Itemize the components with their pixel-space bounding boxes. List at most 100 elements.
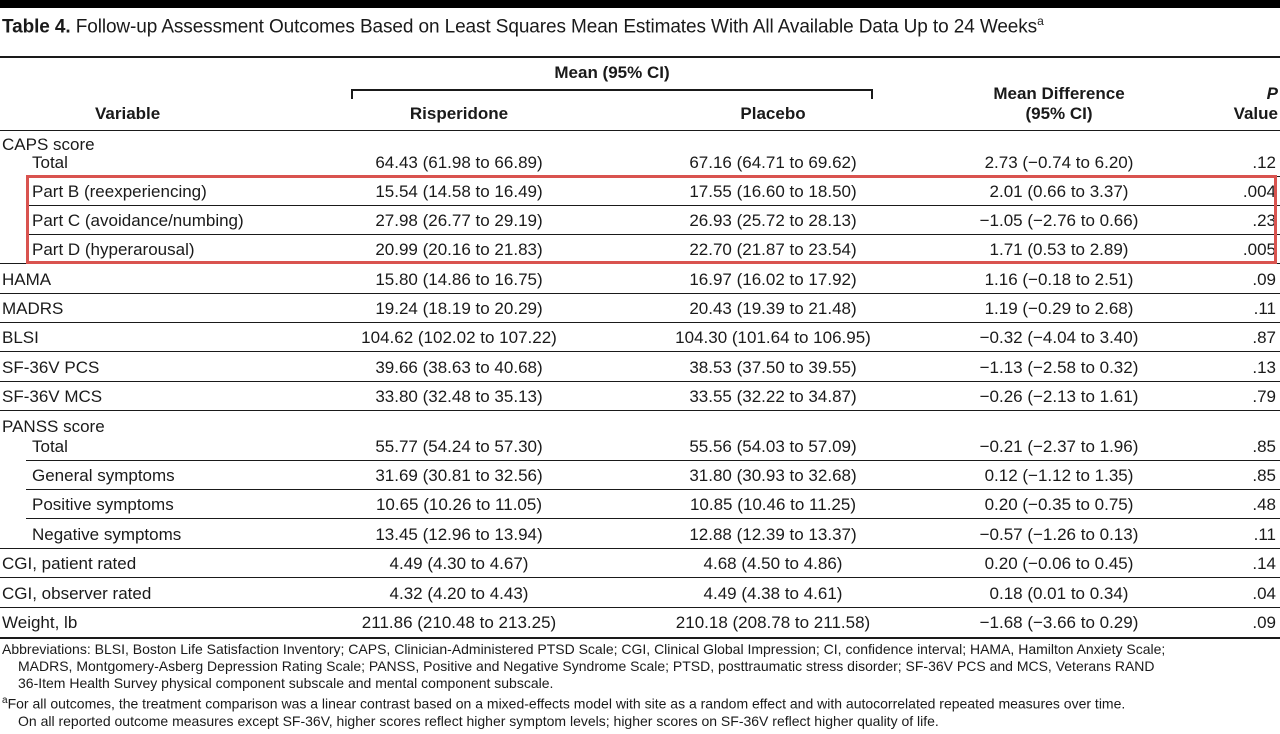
row-p-value: .11	[1253, 299, 1276, 318]
row-placebo: 4.49 (4.38 to 4.61)	[703, 584, 843, 603]
risperidone-header: Risperidone	[409, 104, 509, 123]
row-variable: CGI, observer rated	[2, 584, 152, 603]
row-mean-difference: −0.57 (−1.26 to 0.13)	[979, 525, 1139, 544]
table-row: SF-36V PCS 39.66 (38.63 to 40.68) 38.53 …	[0, 353, 1280, 382]
title-footnote-mark: a	[1037, 14, 1044, 28]
row-divider	[0, 381, 1280, 382]
abbreviations-line-3: 36-Item Health Survey physical component…	[18, 675, 554, 691]
row-divider	[26, 205, 1280, 206]
table-row: PANSS score	[0, 412, 1280, 441]
row-p-value: .23	[1252, 211, 1276, 230]
row-placebo: 22.70 (21.87 to 23.54)	[689, 240, 857, 259]
footnote-a-line-2: On all reported outcome measures except …	[18, 712, 939, 729]
row-variable: Weight, lb	[2, 613, 78, 632]
footnotes: Abbreviations: BLSI, Boston Life Satisfa…	[2, 641, 1278, 730]
p-value-header: P Value	[1200, 84, 1278, 124]
table-row: General symptoms 31.69 (30.81 to 32.56) …	[0, 461, 1280, 490]
row-placebo: 104.30 (101.64 to 106.95)	[675, 328, 871, 347]
mean-ci-bracket	[351, 89, 873, 99]
row-variable: Part C (avoidance/numbing)	[32, 211, 244, 230]
table-row: CGI, patient rated 4.49 (4.30 to 4.67) 4…	[0, 549, 1280, 578]
row-variable: PANSS score	[2, 417, 105, 436]
row-mean-difference: 2.73 (−0.74 to 6.20)	[984, 153, 1134, 172]
table-row: CAPS score	[0, 130, 1280, 159]
row-placebo: 67.16 (64.71 to 69.62)	[689, 153, 857, 172]
table-row: Negative symptoms 13.45 (12.96 to 13.94)…	[0, 520, 1280, 549]
row-variable: Negative symptoms	[32, 525, 182, 544]
table-row: BLSI 104.62 (102.02 to 107.22) 104.30 (1…	[0, 323, 1280, 352]
row-variable: CGI, patient rated	[2, 554, 137, 573]
row-mean-difference: −1.13 (−2.58 to 0.32)	[979, 358, 1139, 377]
table-row: HAMA 15.80 (14.86 to 16.75) 16.97 (16.02…	[0, 265, 1280, 294]
row-p-value: .48	[1252, 495, 1276, 514]
table-row: Part B (reexperiencing) 15.54 (14.58 to …	[0, 177, 1280, 206]
row-mean-difference: 2.01 (0.66 to 3.37)	[989, 182, 1129, 201]
row-risperidone: 104.62 (102.02 to 107.22)	[361, 328, 557, 347]
row-risperidone: 55.77 (54.24 to 57.30)	[375, 437, 543, 456]
row-placebo: 31.80 (30.93 to 32.68)	[689, 466, 857, 485]
row-risperidone: 15.80 (14.86 to 16.75)	[375, 270, 543, 289]
row-divider	[26, 518, 1280, 519]
row-divider	[0, 577, 1280, 578]
row-mean-difference: −1.05 (−2.76 to 0.66)	[979, 211, 1139, 230]
table-row: MADRS 19.24 (18.19 to 20.29) 20.43 (19.3…	[0, 294, 1280, 323]
p-value-header-line2: Value	[1233, 104, 1278, 123]
row-variable: MADRS	[2, 299, 64, 318]
row-risperidone: 211.86 (210.48 to 213.25)	[361, 613, 557, 632]
row-p-value: .09	[1252, 613, 1276, 632]
row-variable: Part D (hyperarousal)	[32, 240, 195, 259]
row-divider	[26, 489, 1280, 490]
row-placebo: 33.55 (32.22 to 34.87)	[689, 387, 857, 406]
row-p-value: .11	[1253, 525, 1276, 544]
row-variable: General symptoms	[32, 466, 175, 485]
row-risperidone: 31.69 (30.81 to 32.56)	[375, 466, 543, 485]
row-placebo: 12.88 (12.39 to 13.37)	[689, 525, 857, 544]
row-variable: SF-36V PCS	[2, 358, 100, 377]
row-divider	[0, 322, 1280, 323]
row-risperidone: 33.80 (32.48 to 35.13)	[375, 387, 543, 406]
row-mean-difference: 0.18 (0.01 to 0.34)	[989, 584, 1129, 603]
footnote-a-line-1: For all outcomes, the treatment comparis…	[7, 695, 1126, 712]
row-risperidone: 10.65 (10.26 to 11.05)	[375, 495, 543, 514]
row-p-value: .04	[1252, 584, 1276, 603]
row-variable: HAMA	[2, 270, 52, 289]
row-p-value: .12	[1252, 153, 1276, 172]
row-variable: SF-36V MCS	[2, 387, 103, 406]
row-risperidone: 27.98 (26.77 to 29.19)	[375, 211, 543, 230]
row-mean-difference: −1.68 (−3.66 to 0.29)	[979, 613, 1139, 632]
row-placebo: 55.56 (54.03 to 57.09)	[689, 437, 857, 456]
row-variable: Total	[32, 437, 68, 456]
row-risperidone: 19.24 (18.19 to 20.29)	[375, 299, 543, 318]
row-placebo: 17.55 (16.60 to 18.50)	[689, 182, 857, 201]
row-mean-difference: 1.19 (−0.29 to 2.68)	[984, 299, 1134, 318]
row-mean-difference: 0.20 (−0.06 to 0.45)	[984, 554, 1134, 573]
table-caption: Follow-up Assessment Outcomes Based on L…	[75, 16, 1038, 38]
row-risperidone: 4.49 (4.30 to 4.67)	[389, 554, 529, 573]
row-placebo: 10.85 (10.46 to 11.25)	[689, 495, 857, 514]
row-mean-difference: 0.20 (−0.35 to 0.75)	[984, 495, 1134, 514]
mean-difference-header: Mean Difference (95% CI)	[930, 84, 1188, 124]
row-mean-difference: −0.32 (−4.04 to 3.40)	[979, 328, 1139, 347]
table-row: Total 64.43 (61.98 to 66.89) 67.16 (64.7…	[0, 148, 1280, 177]
row-risperidone: 13.45 (12.96 to 13.94)	[375, 525, 543, 544]
row-divider	[0, 293, 1280, 294]
table-bottom-rule	[0, 637, 1280, 639]
table-row: SF-36V MCS 33.80 (32.48 to 35.13) 33.55 …	[0, 382, 1280, 411]
row-variable: Positive symptoms	[32, 495, 174, 514]
abbreviations-line-1: Abbreviations: BLSI, Boston Life Satisfa…	[2, 641, 1166, 657]
footnote-a: aFor all outcomes, the treatment compari…	[2, 692, 1278, 730]
row-p-value: .13	[1252, 358, 1276, 377]
row-divider	[0, 410, 1280, 411]
row-divider	[0, 548, 1280, 549]
header-top-rule	[0, 56, 1280, 58]
table-row: Total 55.77 (54.24 to 57.30) 55.56 (54.0…	[0, 432, 1280, 461]
p-value-header-line1: P	[1266, 84, 1278, 103]
row-p-value: .85	[1252, 437, 1276, 456]
row-variable: Total	[32, 153, 68, 172]
row-variable: CAPS score	[2, 135, 95, 154]
header-bottom-rule	[0, 130, 1280, 131]
row-mean-difference: −0.26 (−2.13 to 1.61)	[979, 387, 1139, 406]
row-risperidone: 15.54 (14.58 to 16.49)	[375, 182, 543, 201]
table-row: Weight, lb 211.86 (210.48 to 213.25) 210…	[0, 608, 1280, 637]
table-row: Positive symptoms 10.65 (10.26 to 11.05)…	[0, 490, 1280, 519]
